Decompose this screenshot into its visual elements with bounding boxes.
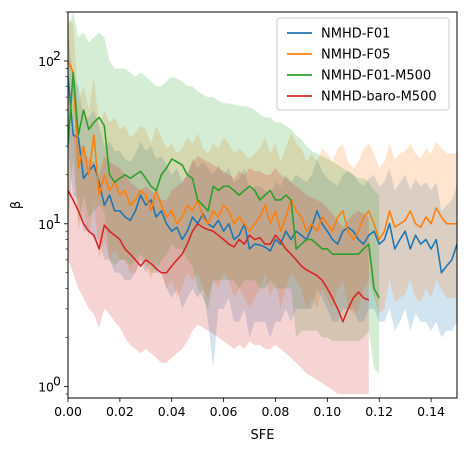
x-axis-label: SFE xyxy=(251,428,275,443)
legend-label: NMHD-F01 xyxy=(321,27,390,42)
x-tick-label: 0.00 xyxy=(54,404,82,419)
legend: NMHD-F01 NMHD-F05 NMHD-F01-M500 NMHD-baro-M… xyxy=(276,17,450,111)
band-series-1 xyxy=(68,32,457,368)
legend-label: NMHD-F01-M500 xyxy=(321,69,431,84)
legend-label: NMHD-baro-M500 xyxy=(321,90,437,105)
y-tick-label: 10 xyxy=(38,54,54,69)
legend-box xyxy=(276,17,450,111)
x-tick-label: 0.14 xyxy=(417,404,445,419)
y-tick-label: 10 xyxy=(38,380,54,395)
x-tick-label: 0.08 xyxy=(262,404,290,419)
x-tick-label: 0.06 xyxy=(210,404,238,419)
x-tick-label: 0.02 xyxy=(106,404,134,419)
line-series-4 xyxy=(68,190,370,323)
x-tick-label: 0.04 xyxy=(158,404,186,419)
line-series-3 xyxy=(68,71,380,299)
y-tick-exponent: 2 xyxy=(53,48,61,63)
y-axis-label: β xyxy=(9,201,24,209)
line-series-2 xyxy=(68,60,457,241)
x-axis: 0.00 0.02 0.04 0.06 0.08 0.10 0.12 0.14 xyxy=(54,398,445,419)
x-tick-label: 0.10 xyxy=(313,404,341,419)
series-lines xyxy=(68,60,457,323)
x-tick-label: 0.12 xyxy=(365,404,393,419)
band-series-3 xyxy=(68,12,380,374)
legend-label: NMHD-F05 xyxy=(321,48,390,63)
line-series-1 xyxy=(68,76,457,274)
y-tick-label: 10 xyxy=(38,217,54,232)
y-tick-exponent: 0 xyxy=(53,374,61,389)
y-tick-exponent: 1 xyxy=(53,211,61,226)
plot-frame xyxy=(67,11,458,399)
